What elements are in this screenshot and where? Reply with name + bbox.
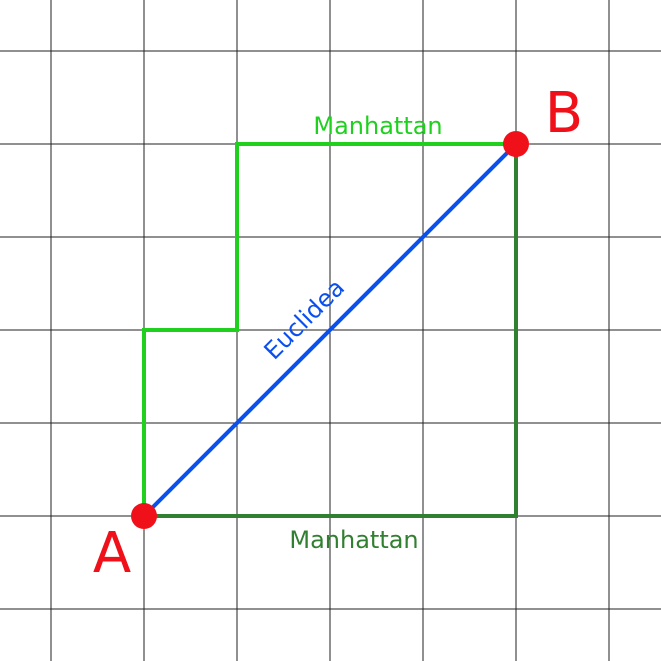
node-label: B [545, 81, 583, 146]
node-label: A [93, 521, 131, 586]
edge-label: Manhattan [289, 526, 418, 554]
euclidean-path [142, 142, 518, 518]
edge-label: Manhattan [313, 112, 442, 140]
point-b [503, 131, 529, 157]
manhattan-path-upper [142, 142, 516, 516]
point-a [131, 503, 157, 529]
manhattan-path-lower [144, 144, 518, 518]
